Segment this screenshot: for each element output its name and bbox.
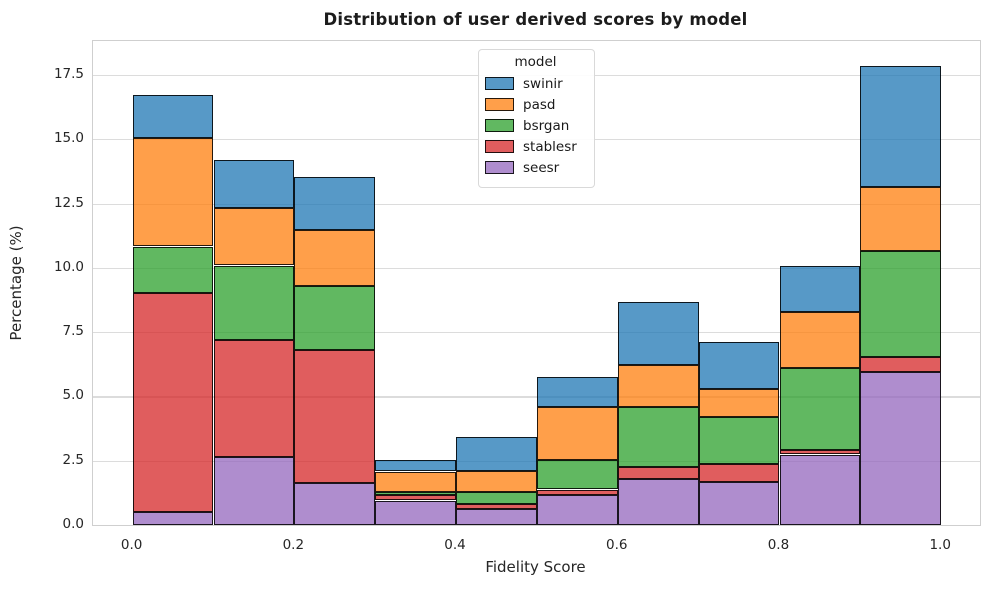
bar-segment-seesr-bin6	[617, 479, 699, 525]
bar-segment-stablesr-bin3	[375, 495, 457, 501]
bar-segment-seesr-bin4	[456, 508, 537, 525]
legend-item-stablesr: stablesr	[485, 136, 586, 157]
y-tick-label-15.0: 15.0	[53, 130, 84, 147]
legend-swatch-bsrgan-icon	[485, 119, 514, 132]
bar-segment-pasd-bin5	[536, 406, 618, 461]
bar-segment-seesr-bin8	[779, 454, 861, 525]
bar-segment-stablesr-bin0	[132, 292, 214, 512]
bar-segment-swinir-bin0	[132, 95, 214, 138]
bar-segment-bsrgan-bin4	[456, 492, 537, 505]
bar-segment-bsrgan-bin2	[294, 285, 376, 351]
bar-segment-swinir-bin7	[698, 342, 780, 389]
y-tick-label-10.0: 10.0	[53, 258, 84, 275]
bar-segment-seesr-bin3	[375, 500, 457, 525]
bar-segment-swinir-bin2	[294, 176, 376, 231]
bar-segment-bsrgan-bin7	[698, 417, 780, 464]
bar-segment-seesr-bin1	[213, 457, 295, 525]
bar-segment-pasd-bin1	[213, 207, 295, 266]
bar-segment-bsrgan-bin0	[132, 246, 214, 293]
bar-segment-pasd-bin4	[456, 471, 537, 493]
bar-segment-pasd-bin6	[617, 365, 699, 408]
legend-item-pasd: pasd	[485, 94, 586, 115]
gridline-y-5.0	[93, 396, 980, 398]
legend-label-seesr: seesr	[523, 159, 560, 176]
gridline-y-12.5	[93, 203, 980, 205]
y-tick-label-12.5: 12.5	[53, 194, 84, 211]
bar-segment-stablesr-bin8	[779, 449, 861, 455]
gridline-y-10.0	[93, 267, 980, 269]
bar-segment-pasd-bin0	[132, 137, 214, 247]
y-tick-label-17.5: 17.5	[53, 65, 84, 82]
bar-segment-seesr-bin9	[860, 371, 942, 525]
bar-segment-seesr-bin2	[294, 483, 376, 525]
bar-segment-swinir-bin3	[375, 459, 457, 472]
bar-segment-seesr-bin7	[698, 482, 780, 525]
bar-segment-seesr-bin5	[536, 495, 618, 525]
x-tick-label-0.6: 0.6	[606, 537, 628, 553]
bar-segment-stablesr-bin9	[860, 357, 942, 372]
legend-swatch-pasd-icon	[485, 98, 514, 111]
legend-label-stablesr: stablesr	[523, 138, 577, 155]
x-tick-label-0.0: 0.0	[120, 537, 143, 553]
bar-segment-stablesr-bin6	[617, 466, 699, 479]
bar-segment-bsrgan-bin5	[536, 460, 618, 490]
legend-label-swinir: swinir	[523, 75, 563, 92]
x-tick-label-0.2: 0.2	[282, 537, 305, 553]
y-tick-label-5.0: 5.0	[62, 387, 84, 404]
bar-segment-bsrgan-bin8	[779, 367, 861, 450]
bar-segment-stablesr-bin4	[456, 504, 537, 509]
x-tick-label-1.0: 1.0	[929, 537, 951, 553]
chart-title: Distribution of user derived scores by m…	[323, 10, 748, 29]
bar-segment-bsrgan-bin1	[213, 265, 295, 341]
bar-segment-bsrgan-bin9	[860, 250, 942, 358]
legend-swatch-stablesr-icon	[485, 140, 514, 153]
bar-segment-seesr-bin0	[132, 511, 214, 525]
legend-label-pasd: pasd	[523, 96, 556, 113]
bar-segment-pasd-bin3	[375, 471, 457, 492]
x-tick-label-0.8: 0.8	[767, 537, 790, 553]
y-tick-label-0.0: 0.0	[62, 516, 84, 532]
bar-segment-swinir-bin6	[617, 301, 699, 365]
legend-item-bsrgan: bsrgan	[485, 115, 586, 136]
x-tick-label-0.4: 0.4	[444, 537, 466, 553]
y-tick-label-2.5: 2.5	[62, 451, 84, 468]
bar-segment-pasd-bin2	[294, 230, 376, 286]
bar-segment-stablesr-bin7	[698, 463, 780, 483]
legend-swatch-swinir-icon	[485, 77, 514, 90]
legend-items: swinir pasd bsrgan stablesr seesr	[485, 73, 586, 178]
bar-segment-stablesr-bin5	[536, 489, 618, 496]
legend-item-seesr: seesr	[485, 157, 586, 178]
y-tick-label-7.5: 7.5	[62, 323, 84, 340]
bar-segment-stablesr-bin2	[294, 350, 376, 484]
gridline-y-7.5	[93, 332, 980, 334]
bar-segment-pasd-bin8	[779, 311, 861, 368]
legend-item-swinir: swinir	[485, 73, 586, 94]
bar-segment-swinir-bin4	[456, 436, 537, 472]
y-axis-label: Percentage (%)	[7, 225, 25, 341]
legend: model swinir pasd bsrgan stablesr seesr	[478, 49, 595, 188]
bar-segment-pasd-bin7	[698, 389, 780, 418]
bar-segment-swinir-bin1	[213, 159, 295, 208]
bar-segment-swinir-bin5	[536, 376, 618, 407]
legend-label-bsrgan: bsrgan	[523, 117, 570, 134]
bar-segment-pasd-bin9	[860, 186, 942, 251]
legend-swatch-seesr-icon	[485, 161, 514, 174]
bar-segment-bsrgan-bin3	[375, 491, 457, 496]
bar-segment-stablesr-bin1	[213, 340, 295, 458]
bar-segment-swinir-bin8	[779, 265, 861, 312]
bar-segment-swinir-bin9	[860, 66, 942, 187]
x-axis-label: Fidelity Score	[485, 558, 586, 576]
legend-title: model	[514, 54, 557, 70]
bar-segment-bsrgan-bin6	[617, 407, 699, 467]
